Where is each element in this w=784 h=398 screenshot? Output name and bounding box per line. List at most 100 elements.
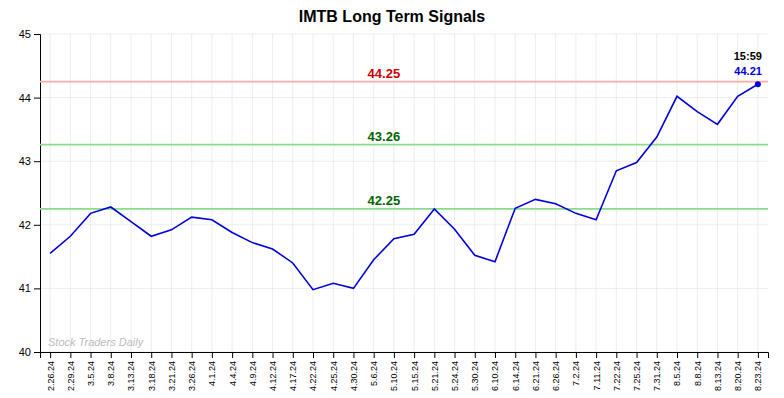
x-tick-label: 6.10.24: [490, 361, 500, 391]
x-tick-label: 6.21.24: [531, 361, 541, 391]
x-tick-mark: [91, 352, 92, 358]
title: IMTB Long Term Signals: [299, 8, 485, 25]
grid-line: [40, 97, 768, 98]
x-tick-label: 7.31.24: [652, 361, 662, 391]
x-tick-mark: [616, 352, 617, 358]
y-tick-mark: [34, 288, 40, 289]
y-tick: 40: [19, 346, 40, 358]
x-tick: 6.21.24: [531, 352, 541, 391]
x-tick-label: 4.9.24: [248, 361, 258, 386]
x-tick: 4.30.24: [349, 352, 359, 391]
y-tick-label: 40: [19, 346, 31, 358]
x-tick-mark: [657, 352, 658, 358]
x-tick-label: 4.22.24: [308, 361, 318, 391]
x-tick-label: 5.21.24: [430, 361, 440, 391]
marks: [40, 81, 768, 289]
x-tick-label: 8.23.24: [753, 361, 763, 391]
x-tick-mark: [252, 352, 253, 358]
x-tick: 7.11.24: [591, 352, 601, 390]
x-tick: 5.24.24: [450, 352, 460, 391]
x-tick-mark: [556, 352, 557, 358]
x-tick: 5.10.24: [389, 352, 399, 391]
x-tick-label: 5.30.24: [470, 361, 480, 391]
y-tick-mark: [34, 98, 40, 99]
x-tick-mark: [637, 352, 638, 358]
x-tick-label: 3.26.24: [187, 361, 197, 391]
y-axis: 404142434445: [19, 28, 41, 358]
x-tick-label: 4.1.24: [207, 361, 217, 386]
y-tick: 45: [19, 28, 40, 40]
x-tick: 3.21.24: [167, 352, 177, 391]
x-tick: 6.14.24: [511, 352, 521, 391]
chart: 4041424344452.26.242.29.243.5.243.8.243.…: [0, 0, 784, 398]
y-tick-label: 41: [19, 282, 31, 294]
signal-line: [40, 144, 768, 146]
y-tick-mark: [34, 225, 40, 226]
y-tick-label: 45: [19, 28, 31, 40]
x-tick-label: 5.24.24: [450, 361, 460, 391]
x-axis: 2.26.242.29.243.5.243.8.243.13.243.18.24…: [41, 352, 769, 391]
x-tick: 4.12.24: [268, 352, 278, 391]
x-tick: 5.21.24: [430, 352, 440, 391]
x-tick-mark: [273, 352, 274, 358]
annotation: 44.21: [734, 65, 762, 77]
x-tick-mark: [515, 352, 516, 358]
x-tick: 4.25.24: [329, 352, 339, 391]
x-tick: 8.13.24: [713, 352, 723, 391]
x-tick: 7.2.24: [571, 352, 581, 386]
grid-line: [40, 224, 768, 225]
signal-line: [40, 81, 768, 83]
signal-line: [40, 208, 768, 210]
x-tick-label: 7.22.24: [612, 361, 622, 391]
grid: [40, 34, 768, 352]
x-tick-mark: [50, 352, 51, 358]
x-tick-mark: [111, 352, 112, 358]
x-tick-mark: [192, 352, 193, 358]
x-tick-label: 2.29.24: [66, 361, 76, 391]
x-tick-mark: [353, 352, 354, 358]
x-tick-mark: [677, 352, 678, 358]
y-tick-mark: [34, 34, 40, 35]
grid-line: [40, 161, 768, 162]
x-tick-label: 8.8.24: [693, 361, 703, 386]
x-tick-mark: [212, 352, 213, 358]
x-tick-mark: [374, 352, 375, 358]
y-tick-label: 43: [19, 155, 31, 167]
x-tick-mark: [434, 352, 435, 358]
x-tick-label: 6.26.24: [551, 361, 561, 391]
x-tick-mark: [414, 352, 415, 358]
x-axis-line: [41, 353, 769, 359]
x-tick: 4.17.24: [288, 352, 298, 391]
annotation: 15:59: [734, 50, 762, 62]
x-tick-mark: [293, 352, 294, 358]
x-tick: 8.8.24: [693, 352, 703, 386]
x-tick-label: 6.14.24: [511, 361, 521, 391]
x-tick: 6.10.24: [490, 352, 500, 391]
x-tick-label: 4.12.24: [268, 361, 278, 391]
x-tick-label: 5.10.24: [389, 361, 399, 391]
x-tick-mark: [394, 352, 395, 358]
y-tick: 44: [19, 92, 40, 104]
x-tick-label: 5.15.24: [409, 361, 419, 391]
x-tick-mark: [535, 352, 536, 358]
x-tick-mark: [171, 352, 172, 358]
x-tick-mark: [758, 352, 759, 358]
x-tick-mark: [475, 352, 476, 358]
x-tick-mark: [313, 352, 314, 358]
last-point: [755, 81, 761, 87]
x-tick-mark: [455, 352, 456, 358]
x-tick-mark: [333, 352, 334, 358]
x-tick-label: 7.11.24: [591, 361, 601, 390]
x-tick: 3.26.24: [187, 352, 197, 391]
x-tick: 3.18.24: [147, 352, 157, 391]
x-tick-mark: [131, 352, 132, 358]
x-tick-mark: [717, 352, 718, 358]
x-tick-label: 4.17.24: [288, 361, 298, 391]
x-tick-mark: [697, 352, 698, 358]
y-axis-line: [34, 35, 41, 353]
x-tick-mark: [576, 352, 577, 358]
x-tick-label: 3.8.24: [106, 361, 116, 386]
signal-label: 43.26: [368, 129, 401, 144]
x-tick: 4.4.24: [227, 352, 237, 386]
x-tick-mark: [596, 352, 597, 358]
